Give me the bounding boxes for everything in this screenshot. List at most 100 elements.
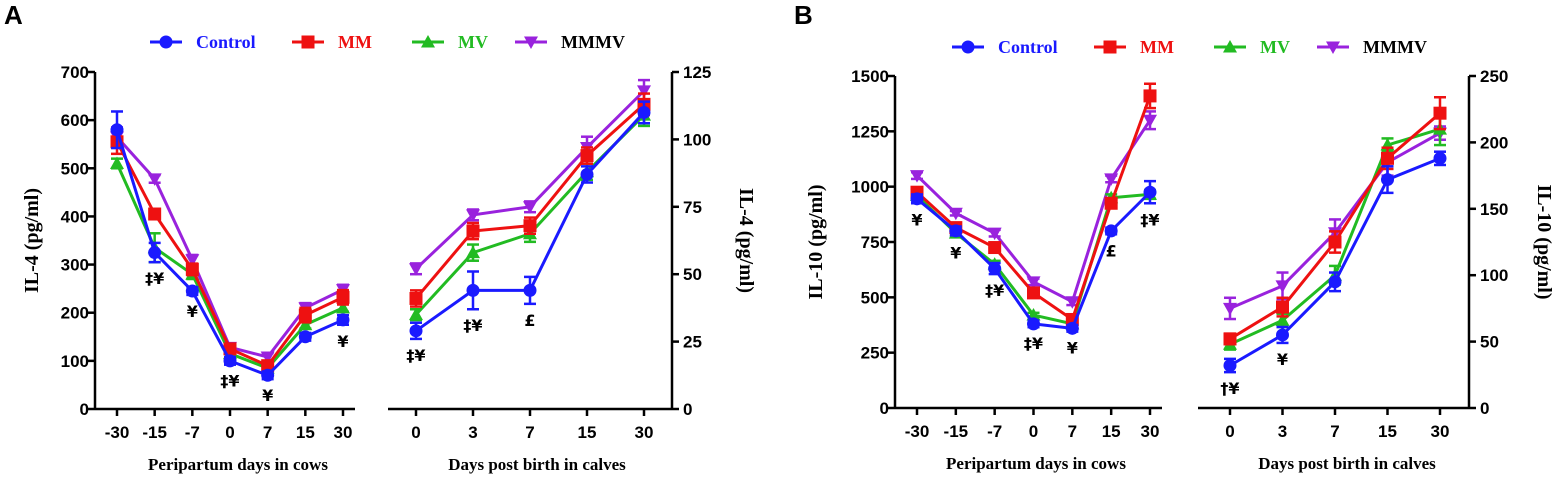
data-point-mm [1276, 300, 1289, 314]
legend-label-mm: MM [338, 32, 372, 52]
data-point-mmmv [637, 85, 651, 98]
panel-a-right: 0 25 50 75 100 125 IL-4 (pg/ml) 0 3 7 15 30 Days pos… [388, 63, 757, 474]
significance-annotation: ‡¥ [406, 346, 425, 365]
y-tick-label: 500 [861, 288, 889, 307]
y-tick-label: 200 [1480, 133, 1508, 152]
legend-marker-control [159, 35, 173, 49]
series-control [1223, 150, 1447, 374]
data-point-control [580, 167, 594, 181]
significance-annotation: £ [524, 311, 535, 330]
series-mmmv [409, 78, 651, 276]
data-point-mmmv [948, 207, 963, 221]
data-point-control [223, 354, 237, 368]
x-tick-label: -15 [944, 422, 969, 441]
x-tick-label: 0 [1225, 422, 1234, 441]
plot-layer: Control MM MV MMMV Control MM MV MMMV0100200300… [21, 32, 1555, 474]
data-point-mm [336, 290, 350, 304]
legend-label-mv: MV [458, 32, 488, 52]
data-point-mm [1143, 89, 1157, 103]
significance-annotation: ‡¥ [1140, 210, 1159, 229]
data-point-mm [1104, 196, 1118, 210]
legend-marker-mm [1103, 40, 1117, 54]
x-tick-label: 0 [411, 423, 420, 442]
data-point-mm [466, 224, 480, 238]
series-mv [110, 156, 350, 374]
data-point-control [1223, 359, 1237, 373]
data-point-mm [148, 207, 162, 221]
legend-item-mmmv: MMMV [1317, 37, 1427, 57]
legend-label-mv: MV [1260, 37, 1290, 57]
y-tick-label: 50 [683, 265, 702, 284]
x-tick-label: 30 [635, 423, 654, 442]
significance-annotation: †¥ [1220, 379, 1239, 398]
y-tick-label: 300 [61, 256, 89, 275]
data-point-control [949, 224, 963, 238]
panel-b-left: 0 250 500 750 1000 1250 1500 IL-10 (pg/ml) -30 -1… [805, 67, 1162, 473]
panel-b-right: 0 50 100 150 200 250 IL-10 (pg/ml) 0 3 7 15 30 Days … [1198, 67, 1555, 473]
x-tick-label: 15 [578, 423, 597, 442]
legend-item-mv: MV [412, 32, 488, 52]
data-point-control [466, 283, 480, 297]
y-tick-label: 400 [61, 207, 89, 226]
x-tick-label: 30 [1431, 422, 1450, 441]
data-point-control [1276, 328, 1289, 342]
significance-annotation: ¥ [187, 302, 198, 321]
x-axis-label: Peripartum days in cows [148, 455, 328, 474]
x-tick-label: 15 [1378, 422, 1397, 441]
data-point-control [1381, 173, 1394, 187]
y-tick-label: 75 [683, 198, 702, 217]
data-point-control [409, 324, 423, 338]
x-tick-label: -30 [105, 423, 130, 442]
data-point-control [261, 368, 275, 382]
data-point-control [1027, 317, 1040, 331]
data-point-control [185, 284, 199, 298]
data-point-mmmv [185, 254, 200, 267]
data-point-control [910, 192, 924, 206]
series-line-control [1229, 156, 1441, 367]
y-tick-label: 0 [683, 400, 692, 419]
significance-annotation: ‡¥ [145, 269, 164, 288]
legend-marker-mv [1223, 40, 1237, 53]
data-point-mm [298, 308, 312, 322]
data-point-mmmv [466, 209, 480, 222]
series-control [409, 100, 651, 341]
x-tick-label: 0 [1029, 422, 1038, 441]
y-tick-label: 700 [61, 63, 89, 82]
y-tick-label: 125 [683, 63, 711, 82]
significance-annotation: ‡¥ [463, 316, 482, 335]
data-point-mm [580, 149, 594, 163]
legend-item-mm: MM [292, 32, 372, 52]
data-point-control [298, 330, 312, 344]
x-tick-label: -30 [905, 422, 930, 441]
data-point-control [523, 283, 537, 297]
x-tick-label: 7 [1330, 422, 1339, 441]
data-point-control [110, 123, 124, 137]
y-tick-label: 150 [1480, 200, 1508, 219]
data-point-mm [1433, 106, 1447, 120]
y-tick-label: 250 [861, 344, 889, 363]
data-point-mmmv [1275, 280, 1290, 293]
legend-item-mv: MV [1214, 37, 1290, 57]
legend-marker-mv [421, 35, 435, 48]
data-point-mm [988, 241, 1002, 255]
data-point-mmmv [1104, 173, 1119, 186]
data-point-mm [523, 219, 537, 233]
data-point-control [336, 313, 350, 327]
data-point-mmmv [147, 173, 162, 186]
data-point-control [1433, 151, 1447, 165]
legend-marker-control [961, 40, 975, 54]
legend-marker-mm [301, 35, 315, 49]
legend-label-mmmv: MMMV [561, 32, 625, 52]
y-tick-label: 25 [683, 333, 702, 352]
y-tick-label: 0 [880, 399, 889, 418]
x-tick-label: 7 [525, 423, 534, 442]
data-point-mmmv [1143, 114, 1157, 128]
x-tick-label: 0 [225, 423, 234, 442]
series-mm [409, 92, 651, 308]
data-point-control [1104, 224, 1118, 238]
significance-annotation: ¥ [950, 243, 961, 262]
series-mmmv [110, 126, 350, 365]
significance-annotation: ‡¥ [1024, 334, 1043, 353]
data-point-mm [1027, 286, 1040, 300]
